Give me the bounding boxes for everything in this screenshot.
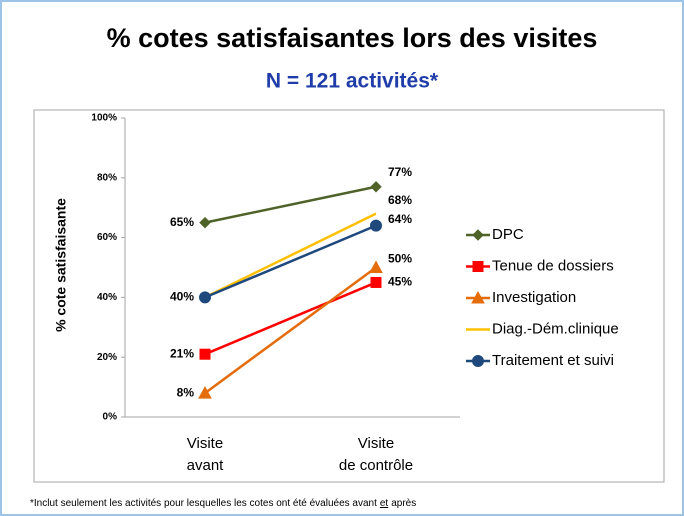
chart-title: % cotes satisfaisantes lors des visites [107, 23, 598, 53]
y-tick-label: 80% [97, 172, 117, 183]
marker [370, 276, 382, 288]
data-label: 8% [177, 385, 195, 399]
marker [199, 216, 211, 229]
data-label: 77% [388, 165, 412, 179]
y-axis-label: % cote satisfaisante [53, 198, 69, 332]
marker [199, 291, 211, 304]
footnote-underlined: et [379, 498, 389, 509]
footnote: *Inclut seulement les activités pour les… [30, 498, 416, 509]
legend-marker [472, 355, 484, 367]
chart-subtitle: N = 121 activités* [266, 70, 439, 93]
y-tick-label: 100% [91, 113, 117, 124]
data-label: 21% [170, 346, 194, 360]
marker [370, 181, 382, 193]
line [204, 224, 377, 299]
data-label: 45% [388, 275, 412, 289]
data-label: 65% [170, 215, 194, 229]
legend-marker [472, 229, 484, 241]
line [204, 212, 377, 299]
marker [198, 386, 212, 399]
marker [370, 219, 382, 232]
x-tick-label: Visite de contrôle [338, 435, 414, 474]
data-label: 64% [388, 212, 412, 226]
y-tick-label: 60% [97, 232, 117, 243]
legend-marker [472, 261, 484, 272]
line [204, 266, 377, 395]
footnote-text: après [391, 498, 417, 509]
y-tick-label: 20% [97, 352, 117, 363]
data-label: 40% [170, 290, 194, 304]
y-tick-label: 40% [97, 292, 117, 303]
legend-label: Investigation [492, 289, 576, 306]
legend-label: Tenue de dossiers [492, 257, 614, 274]
data-label: 50% [388, 252, 412, 266]
line [204, 281, 377, 356]
marker [199, 348, 211, 360]
chart-box [33, 109, 665, 483]
legend-label: Diag.-Dém.clinique [492, 320, 619, 337]
legend-marker [471, 290, 485, 304]
legend-label: Traitement et suivi [492, 352, 614, 369]
legend-label: DPC [492, 226, 524, 243]
marker [369, 260, 383, 273]
footnote-text: *Inclut seulement les activités pour les… [30, 498, 377, 509]
line [204, 185, 377, 224]
data-label: 68% [388, 193, 412, 207]
y-tick-label: 0% [103, 412, 118, 423]
x-tick-label: Visite avant [186, 435, 224, 474]
